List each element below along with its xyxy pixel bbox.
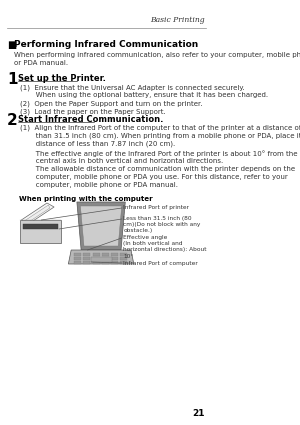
Text: Start Infrared Communication.: Start Infrared Communication. [18, 115, 163, 124]
Text: Effective angle
(In both vertical and
horizontal directions): About
10°: Effective angle (In both vertical and ho… [123, 235, 207, 258]
Polygon shape [80, 206, 122, 246]
Text: (3)  Load the paper on the Paper Support.: (3) Load the paper on the Paper Support. [20, 108, 166, 115]
Polygon shape [92, 257, 100, 260]
Polygon shape [102, 253, 109, 255]
Polygon shape [83, 253, 90, 255]
Polygon shape [21, 203, 54, 224]
Polygon shape [92, 253, 100, 255]
Text: (1)  Ensure that the Universal AC Adapter is connected securely.
       When usi: (1) Ensure that the Universal AC Adapter… [20, 84, 268, 98]
Polygon shape [111, 257, 118, 260]
Text: When printing with the computer: When printing with the computer [19, 196, 152, 202]
Polygon shape [83, 257, 90, 260]
Text: (1)  Align the Infrared Port of the computer to that of the printer at a distanc: (1) Align the Infrared Port of the compu… [20, 124, 300, 147]
Text: 1: 1 [7, 72, 18, 87]
Text: Infrared Port of printer: Infrared Port of printer [123, 205, 189, 210]
Polygon shape [120, 253, 128, 255]
Polygon shape [74, 257, 81, 260]
Polygon shape [74, 253, 81, 255]
Polygon shape [83, 261, 90, 264]
Polygon shape [102, 257, 109, 260]
Polygon shape [111, 261, 118, 264]
Text: ■: ■ [7, 40, 16, 50]
Polygon shape [120, 257, 128, 260]
Polygon shape [77, 202, 125, 250]
Text: Basic Printing: Basic Printing [150, 16, 204, 24]
Text: 21: 21 [192, 409, 204, 418]
Text: Performing Infrared Communication: Performing Infrared Communication [14, 40, 199, 49]
Text: Infrared Port of computer: Infrared Port of computer [123, 261, 198, 266]
Polygon shape [91, 257, 112, 262]
Text: Set up the Printer.: Set up the Printer. [18, 74, 106, 83]
Polygon shape [111, 253, 118, 255]
Text: Less than 31.5 inch (80
cm)(Do not block with any
obstacle.): Less than 31.5 inch (80 cm)(Do not block… [123, 216, 200, 233]
Polygon shape [92, 261, 100, 264]
Polygon shape [20, 220, 61, 243]
Polygon shape [120, 261, 128, 264]
Polygon shape [68, 250, 134, 264]
Polygon shape [23, 224, 58, 229]
Text: 2: 2 [7, 113, 18, 128]
Polygon shape [23, 205, 50, 225]
Text: (2)  Open the Paper Support and turn on the printer.: (2) Open the Paper Support and turn on t… [20, 100, 202, 107]
Polygon shape [74, 261, 81, 264]
Text: When performing infrared communication, also refer to your computer, mobile phon: When performing infrared communication, … [14, 52, 300, 66]
Polygon shape [102, 261, 109, 264]
Text: The effective angle of the Infrared Port of the printer is about 10° from the
  : The effective angle of the Infrared Port… [20, 150, 297, 188]
